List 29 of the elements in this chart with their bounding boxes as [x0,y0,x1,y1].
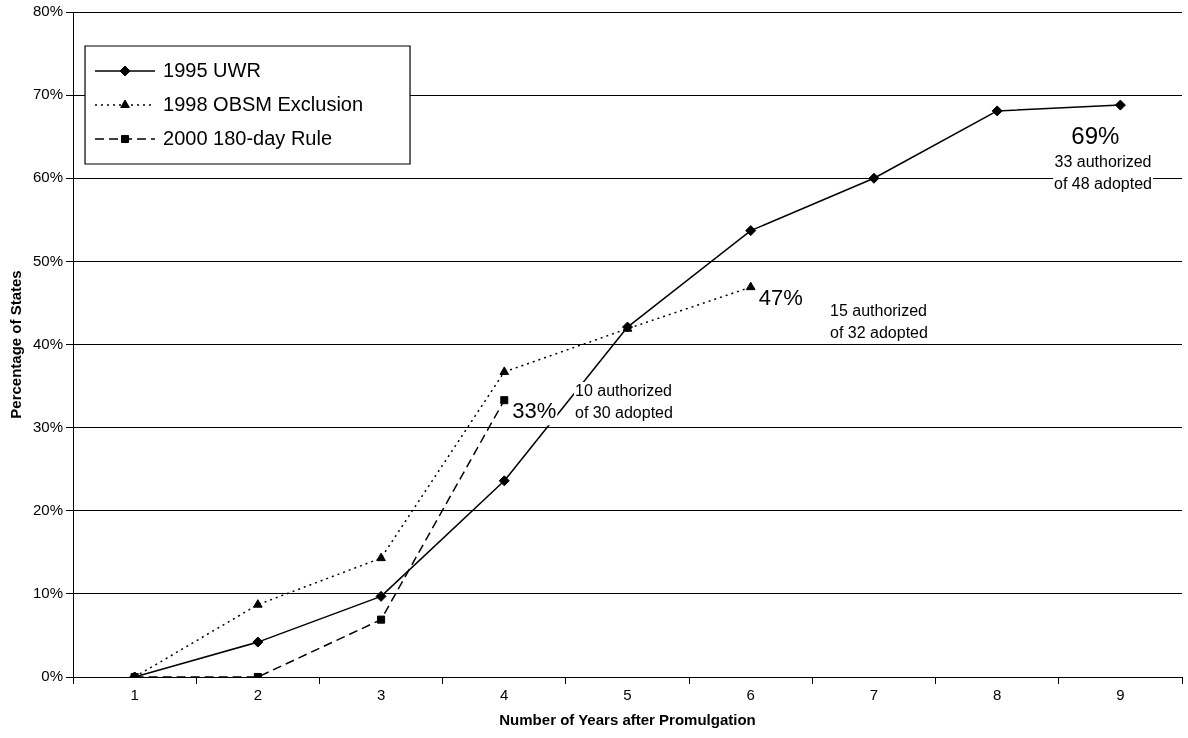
y-axis-title: Percentage of States [7,270,25,419]
y-tick-label: 10% [32,584,64,602]
y-tick-label: 30% [32,417,64,435]
x-tick-label: 7 [869,686,879,704]
legend-label: 1995 UWR [163,58,261,81]
y-tick-label: 40% [32,334,64,352]
x-tick-label: 4 [500,686,509,704]
x-tick-label: 3 [376,686,386,704]
x-tick-label: 8 [993,686,1002,704]
annotation: 33% [512,398,557,424]
x-tick-label: 9 [1116,686,1125,704]
annotation: 15 authorized of 32 adopted [830,302,928,342]
y-tick-label: 60% [32,168,64,186]
annotation: 47% [758,285,803,311]
y-tick-label: 70% [32,85,64,103]
x-axis-title: Number of Years after Promulgation [499,711,756,729]
x-tick-label: 1 [130,686,139,704]
y-tick-label: 20% [32,500,64,518]
annotation: 10 authorized of 30 adopted [575,382,673,422]
annotation: 69% [1071,121,1120,149]
y-tick-label: 0% [41,667,64,685]
x-tick-label: 5 [623,686,632,704]
y-tick-label: 80% [32,2,64,20]
legend-label: 2000 180-day Rule [163,126,333,149]
annotation: 33 authorized of 48 adopted [1054,153,1152,193]
x-tick-label: 2 [253,686,263,704]
y-tick-label: 50% [32,251,64,269]
legend-label: 1998 OBSM Exclusion [163,92,364,115]
x-tick-label: 6 [746,686,755,704]
